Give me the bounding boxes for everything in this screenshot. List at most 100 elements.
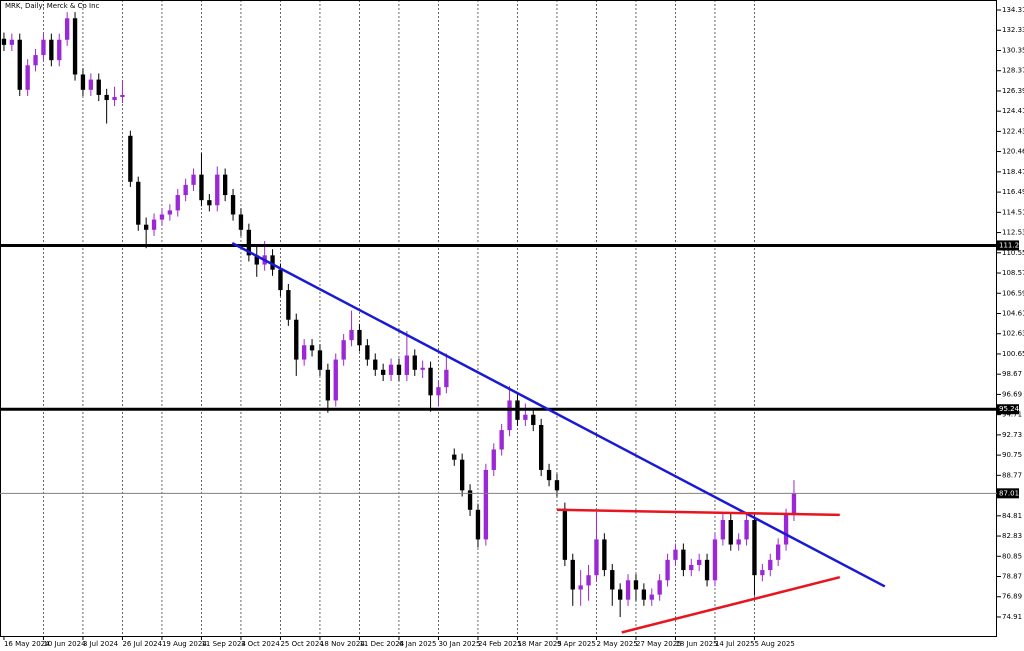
x-tick-label: 16 May 2024: [4, 640, 50, 648]
candle-body: [1, 38, 7, 45]
chart-title: MRK, Daily: Merck & Co Inc: [5, 2, 100, 10]
candle-body: [768, 559, 773, 571]
candle-body: [215, 174, 220, 206]
x-tick-label: 30 Jan 2025: [438, 640, 480, 648]
candle-body: [728, 520, 733, 545]
price-label: 95.24: [999, 405, 1020, 413]
y-tick-label: 88.77: [1002, 471, 1022, 479]
candle-body: [610, 570, 615, 590]
candle-body: [562, 508, 568, 560]
y-tick-label: 94.71: [1002, 411, 1022, 419]
candle-body: [554, 480, 560, 491]
candle-body: [531, 414, 536, 425]
candle-body: [230, 195, 236, 215]
candle-body: [357, 329, 362, 346]
x-tick-label: 10 Jun 2024: [43, 640, 86, 648]
candle-body: [167, 210, 173, 215]
candle-body: [25, 65, 30, 90]
candle-body: [104, 94, 109, 101]
y-tick-label: 104.61: [1002, 309, 1024, 317]
candle-body: [538, 424, 544, 470]
candle-body: [96, 79, 101, 95]
y-tick-label: 114.51: [1002, 208, 1024, 216]
plot-frame: [0, 0, 997, 637]
candle-body: [159, 214, 165, 220]
candle-body: [88, 79, 94, 90]
candle-body: [278, 269, 283, 291]
y-tick-label: 118.47: [1002, 168, 1024, 176]
y-tick-label: 100.65: [1002, 350, 1024, 358]
candle-body: [452, 454, 457, 460]
candle-body: [207, 200, 212, 206]
candle-body: [143, 224, 149, 230]
candle-body: [373, 359, 378, 370]
x-tick-label: 27 May 2025: [636, 640, 682, 648]
candle-body: [64, 18, 70, 40]
price-label-box: [997, 404, 1019, 415]
x-tick-label: 24 Feb 2025: [478, 640, 522, 648]
y-tick-label: 108.57: [1002, 269, 1024, 277]
candle-body: [317, 350, 323, 370]
candle-body: [72, 18, 78, 75]
y-tick-label: 134.31: [1002, 6, 1024, 14]
y-tick-label: 112.53: [1002, 229, 1024, 237]
price-label-box: [997, 488, 1019, 499]
candle-body: [333, 359, 338, 401]
candle-body: [151, 219, 157, 230]
candle-body: [341, 340, 346, 360]
candle-body: [736, 539, 741, 545]
candle-body: [199, 174, 204, 201]
candle-body: [80, 74, 86, 90]
candle-body: [404, 355, 410, 375]
candle-body: [491, 449, 496, 470]
candle-body: [712, 539, 718, 581]
candle-body: [9, 39, 15, 45]
y-tick-label: 78.87: [1002, 573, 1022, 581]
candle-body: [775, 544, 781, 560]
x-tick-label: 14 Jul 2025: [715, 640, 755, 648]
candle-body: [720, 520, 726, 540]
y-tick-label: 120.46: [1002, 148, 1024, 156]
x-tick-label: 6 Jan 2025: [399, 640, 437, 648]
candle-body: [136, 181, 141, 225]
x-tick-label: 18 Nov 2024: [320, 640, 365, 648]
candle-body: [57, 39, 62, 61]
candle-body: [586, 575, 591, 586]
candle-body: [681, 549, 686, 571]
candle-body: [388, 364, 394, 375]
x-tick-label: 9 Apr 2025: [557, 640, 596, 648]
candle-body: [380, 369, 386, 375]
candle-body: [760, 570, 765, 576]
x-tick-label: 26 Jul 2024: [122, 640, 162, 648]
candle-body: [791, 493, 797, 515]
y-tick-label: 106.59: [1002, 289, 1024, 297]
candle-body: [689, 564, 694, 571]
candle-body: [633, 580, 639, 590]
candle-body: [499, 430, 504, 450]
candle-body: [673, 549, 678, 560]
x-tick-label: 3 Oct 2024: [241, 640, 280, 648]
candle-body: [183, 184, 188, 196]
trend-line: [556, 508, 840, 517]
candle-body: [246, 229, 252, 256]
candle-body: [783, 514, 789, 545]
candle-body: [120, 94, 125, 97]
y-tick-label: 128.37: [1002, 67, 1024, 75]
candle-body: [420, 367, 425, 370]
candle-body: [625, 580, 631, 600]
x-tick-label: 2 May 2025: [596, 640, 637, 648]
y-tick-label: 82.83: [1002, 532, 1022, 540]
x-tick-label: 3 Jul 2024: [83, 640, 119, 648]
candle-body: [546, 469, 552, 481]
candle-body: [325, 369, 331, 401]
candle-body: [412, 355, 417, 370]
candle-body: [41, 39, 46, 56]
candle-body: [467, 490, 473, 510]
x-tick-label: 18 Jun 2025: [675, 640, 717, 648]
candle-body: [704, 559, 710, 581]
candle-body: [254, 255, 259, 265]
candle-body: [523, 414, 528, 420]
candle-body: [365, 345, 370, 360]
y-tick-label: 76.89: [1002, 593, 1022, 601]
